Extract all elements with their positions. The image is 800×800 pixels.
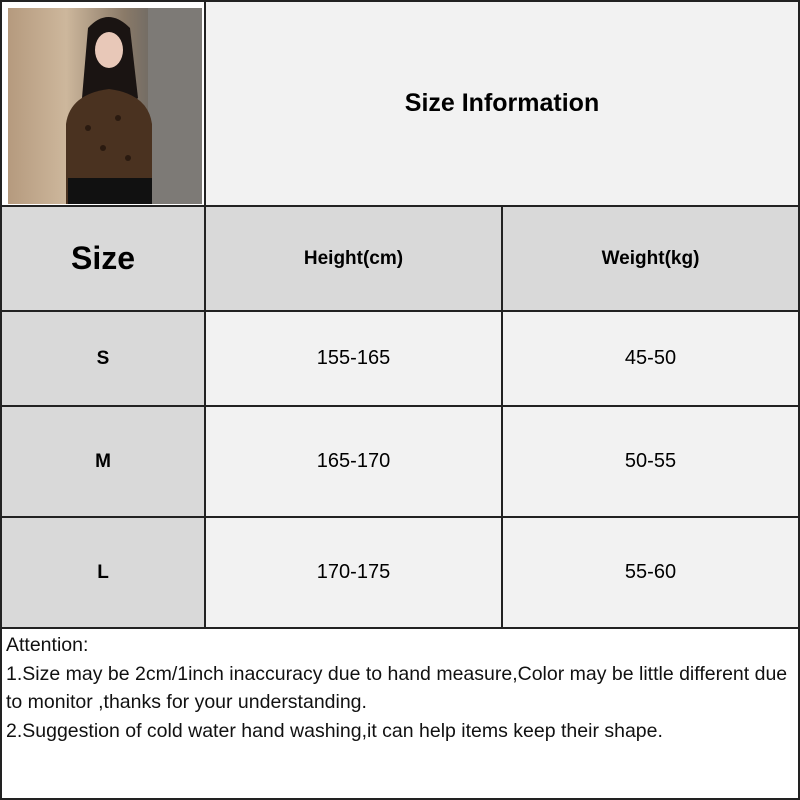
attention-heading: Attention: <box>6 634 89 656</box>
attention-line-1: 1.Size may be 2cm/1inch inaccuracy due t… <box>6 662 788 714</box>
height-value: 170-175 <box>316 561 391 583</box>
weight-cell: 45-50 <box>501 310 800 407</box>
photo-cell <box>0 0 206 207</box>
column-header: Weight(kg) <box>601 247 700 269</box>
height-cell: 155-165 <box>204 310 503 407</box>
table-row: L <box>0 516 206 629</box>
product-photo <box>8 8 202 204</box>
weight-value: 45-50 <box>624 347 677 369</box>
weight-value: 55-60 <box>624 561 677 583</box>
weight-cell: 50-55 <box>501 405 800 518</box>
size-label: M <box>95 450 111 472</box>
weight-cell: 55-60 <box>501 516 800 629</box>
column-header: Size <box>70 240 136 276</box>
table-row: M <box>0 405 206 518</box>
weight-value: 50-55 <box>624 450 677 472</box>
page-title: Size Information <box>404 89 600 117</box>
header-weight: Weight(kg) <box>501 205 800 312</box>
title-cell: Size Information <box>204 0 800 207</box>
height-value: 165-170 <box>316 450 391 472</box>
header-height: Height(cm) <box>204 205 503 312</box>
header-size: Size <box>0 205 206 312</box>
column-header: Height(cm) <box>303 247 404 269</box>
height-value: 155-165 <box>316 347 391 369</box>
size-label: L <box>97 561 109 583</box>
table-row: S <box>0 310 206 407</box>
attention-line-2: 2.Suggestion of cold water hand washing,… <box>6 719 663 742</box>
height-cell: 170-175 <box>204 516 503 629</box>
height-cell: 165-170 <box>204 405 503 518</box>
size-label: S <box>96 347 110 369</box>
attention-notes: Attention: 1.Size may be 2cm/1inch inacc… <box>0 627 800 800</box>
